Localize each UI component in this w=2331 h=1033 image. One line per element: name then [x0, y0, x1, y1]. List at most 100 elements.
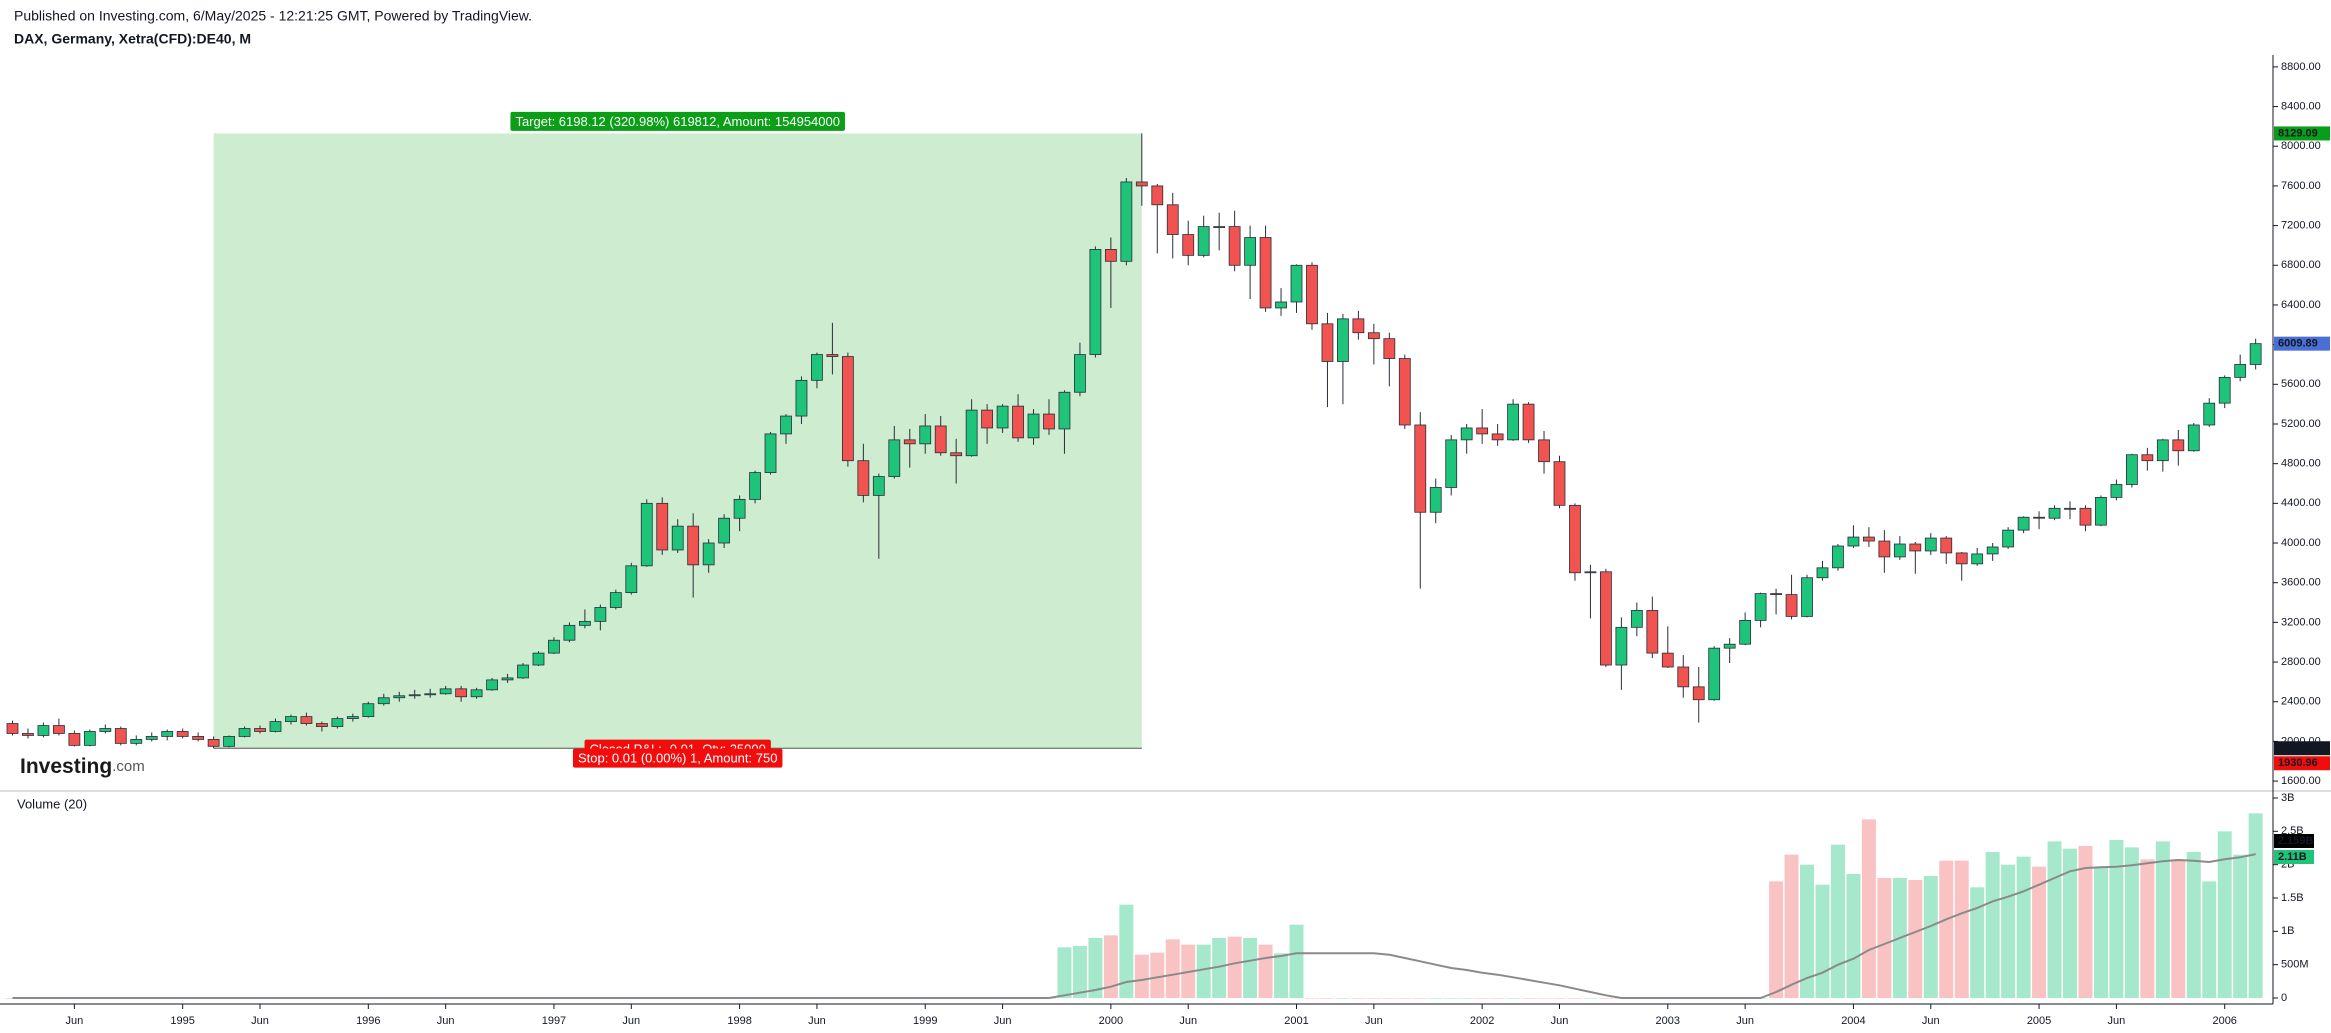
volume-bar — [1970, 887, 1985, 998]
candle-body — [640, 502, 653, 567]
volume-bar — [1475, 998, 1490, 999]
candle-body — [1104, 249, 1117, 262]
candle-body — [1197, 226, 1210, 256]
candle-body — [1228, 226, 1241, 266]
volume-bar — [2078, 846, 2093, 998]
y-tick-label: 3200.00 — [2281, 616, 2321, 628]
volume-bar — [1134, 954, 1149, 998]
candle-body — [393, 695, 406, 699]
candle-body — [965, 409, 978, 457]
candle-body — [83, 731, 96, 746]
candle-body — [702, 542, 715, 566]
candle-body — [1754, 593, 1767, 621]
candle-body — [254, 728, 266, 732]
candle-body — [656, 502, 669, 551]
volume-bar — [1382, 998, 1397, 999]
x-tick-label: Jun — [1736, 1015, 1754, 1027]
candle-body — [1367, 332, 1380, 340]
candle-body — [594, 607, 607, 622]
volume-bar — [1165, 939, 1180, 998]
position-target-label-text: Target: 6198.12 (320.98%) 619812, Amount… — [515, 114, 840, 129]
candle-body — [1089, 249, 1102, 355]
volume-tick-label: 1B — [2281, 925, 2294, 937]
position-target-zone — [213, 133, 1142, 749]
volume-bar — [1072, 946, 1087, 998]
volume-bar — [2233, 854, 2248, 998]
candle-body — [99, 728, 112, 732]
volume-bar — [2093, 866, 2108, 998]
position-stop-label-text: Stop: 0.01 (0.00%) 1, Amount: 750 — [578, 751, 777, 766]
candle-body — [455, 688, 468, 698]
candle-body — [2002, 529, 2015, 548]
volume-bar — [1212, 938, 1227, 998]
candle-body — [1692, 686, 1705, 701]
candle-body — [1337, 318, 1349, 362]
candle-body — [1135, 181, 1148, 187]
watermark: Investing.com — [20, 755, 145, 778]
volume-title: Volume (20) — [17, 796, 87, 811]
candle-body — [192, 736, 205, 740]
candle-body — [733, 498, 746, 519]
volume-bar — [2109, 840, 2124, 998]
candle-body — [981, 409, 994, 429]
candle-body — [176, 731, 189, 737]
volume-bar — [1274, 953, 1289, 998]
candle-body — [1538, 439, 1550, 463]
x-tick-label: Jun — [1551, 1015, 1569, 1027]
candle-body — [1569, 504, 1581, 574]
volume-bar — [1119, 904, 1134, 998]
volume-bar — [1537, 998, 1552, 999]
position-stop-label-bg — [572, 748, 783, 768]
candle-body — [1398, 358, 1411, 426]
x-tick-label: Jun — [1365, 1015, 1383, 1027]
volume-bar — [2032, 866, 2047, 998]
x-tick-label: Jun — [66, 1015, 84, 1027]
x-tick-label: Jun — [1922, 1015, 1940, 1027]
candle-body — [1259, 237, 1272, 309]
y-tick-label: 2800.00 — [2281, 656, 2321, 668]
candle-body — [950, 452, 963, 457]
candle-body — [300, 716, 313, 724]
volume-bar — [2124, 847, 2139, 998]
volume-bar — [1196, 944, 1211, 998]
candle-body — [780, 415, 792, 435]
price-label-bg — [2274, 741, 2330, 756]
candle-body — [548, 639, 560, 654]
candle-body — [130, 739, 143, 744]
candle-body — [1986, 546, 1999, 555]
candle-body — [2141, 454, 2154, 462]
candle-body — [1553, 461, 1566, 506]
x-tick-label: Jun — [251, 1015, 269, 1027]
volume-tick-label: 500M — [2281, 959, 2309, 971]
volume-bar — [1444, 998, 1459, 999]
candle-body — [2064, 507, 2076, 510]
volume-bar — [1800, 864, 1815, 998]
volume-bar — [1459, 998, 1474, 999]
y-tick-label: 6800.00 — [2281, 259, 2321, 271]
volume-bar — [1088, 938, 1103, 998]
volume-bar — [2063, 848, 2078, 998]
x-tick-label: 2006 — [2212, 1015, 2236, 1027]
candle-body — [1522, 403, 1535, 441]
x-tick-label: Jun — [2108, 1015, 2126, 1027]
candle-body — [2095, 496, 2107, 526]
volume-tick-label: 3B — [2281, 792, 2294, 804]
volume-bar — [1103, 935, 1118, 998]
chart-title: DAX, Germany, Xetra(CFD):DE40, M — [14, 31, 251, 47]
candle-body — [1275, 301, 1287, 309]
candle-body — [1352, 318, 1365, 334]
candle-body — [1600, 571, 1612, 666]
candle-body — [872, 476, 885, 496]
volume-bar — [1243, 938, 1258, 998]
volume-bar — [2186, 852, 2201, 998]
candle-body — [563, 624, 576, 641]
volume-tick-label: 1.5B — [2281, 892, 2304, 904]
volume-bar — [2171, 859, 2186, 998]
price-label-bg — [2274, 336, 2330, 351]
x-tick-label: 1999 — [913, 1015, 937, 1027]
price-label-bg — [2274, 126, 2330, 141]
y-tick-label: 4400.00 — [2281, 497, 2321, 509]
candle-body — [841, 356, 854, 462]
